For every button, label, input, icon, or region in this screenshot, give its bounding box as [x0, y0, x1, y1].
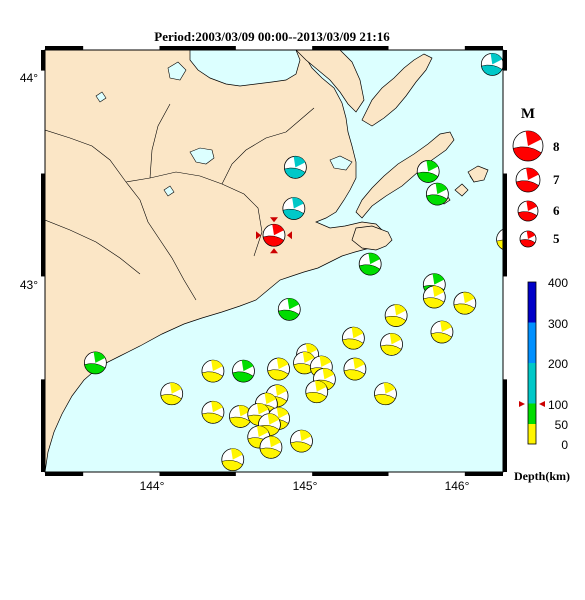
- event-beachball: [232, 359, 255, 383]
- depth-legend: 400 300 200 100 50 0 Depth(km): [514, 276, 570, 483]
- frame-bar-segment: [312, 46, 389, 50]
- magnitude-legend-label: 6: [553, 203, 560, 218]
- event-beachball: [267, 357, 290, 381]
- event-beachball: [305, 380, 329, 404]
- event-beachball: [201, 400, 225, 424]
- magnitude-legend-label: 7: [553, 172, 560, 187]
- depth-tick-label: 0: [561, 438, 568, 452]
- frame-bar-segment: [45, 46, 84, 50]
- land-kunashiri: [355, 131, 455, 219]
- frame-bar-segment: [464, 472, 503, 476]
- frame-bar-segment: [312, 472, 389, 476]
- land-etorofu: [361, 53, 433, 127]
- depth-marker-left-icon: [519, 401, 525, 407]
- event-beachball: [229, 405, 252, 428]
- event-beachball: [358, 252, 382, 276]
- lake-kussharo: [189, 147, 215, 165]
- main-event-marker-bottom-icon: [270, 248, 278, 254]
- prefecture-boundary: [45, 103, 315, 301]
- lat-axis: 44° 43°: [20, 71, 38, 292]
- event-beachball: [290, 429, 313, 453]
- frame-bar-segment: [503, 379, 507, 472]
- event-beachball: [283, 155, 307, 179]
- land-nemuro-peninsula: [351, 225, 393, 251]
- event-layer: [83, 53, 503, 472]
- lon-tick-label: 145°: [293, 479, 318, 493]
- event-beachball: [201, 359, 225, 383]
- magnitude-legend-label: 5: [553, 231, 560, 246]
- depth-colorbar: [527, 281, 537, 445]
- event-beachball: [341, 326, 365, 350]
- magnitude-legend-ball: [519, 230, 537, 248]
- magnitude-legend-ball: [512, 130, 544, 162]
- magnitude-legend-balls: [512, 130, 544, 248]
- lon-axis: 144° 145° 146°: [140, 479, 470, 493]
- lat-tick-label: 43°: [20, 278, 38, 292]
- event-beachball: [453, 291, 477, 315]
- lon-tick-label: 146°: [445, 479, 470, 493]
- main-event-marker-right-icon: [287, 231, 292, 240]
- lon-tick-label: 144°: [140, 479, 165, 493]
- map-area: [45, 50, 503, 472]
- event-beachball: [422, 285, 446, 309]
- land-shiretoko: [295, 50, 365, 113]
- event-beachball: [425, 182, 449, 206]
- lake-akan: [167, 61, 187, 81]
- event-beachball: [380, 332, 403, 356]
- event-beachball: [374, 382, 397, 406]
- event-beachball: [480, 53, 503, 76]
- frame-bar-segment: [159, 472, 236, 476]
- magnitude-legend-title: M: [521, 106, 535, 122]
- event-beachball: [384, 304, 408, 327]
- lake-furen: [329, 155, 353, 171]
- frame-bar-segment: [41, 173, 45, 277]
- main-event-beachball: [262, 223, 286, 247]
- lat-tick-label: 44°: [20, 71, 38, 85]
- depth-tick-label: 300: [548, 317, 568, 331]
- magnitude-legend: M 8 7 6 5: [512, 106, 560, 248]
- frame-scale-bars: [41, 46, 507, 476]
- event-beachball: [221, 448, 245, 472]
- frame-bar-segment: [464, 46, 503, 50]
- event-beachball: [259, 435, 283, 459]
- lake-small: [95, 91, 175, 197]
- depth-tick-label: 200: [548, 357, 568, 371]
- sea-okhotsk-coast: [189, 50, 301, 87]
- event-beachball: [343, 357, 367, 381]
- depth-tick-label: 100: [548, 398, 568, 412]
- magnitude-legend-ball: [517, 200, 539, 222]
- depth-tick-label: 400: [548, 276, 568, 290]
- main-event-marker-left-icon: [256, 231, 261, 240]
- event-beachball: [83, 351, 107, 375]
- frame-bar-segment: [503, 50, 507, 71]
- frame-bar-segment: [503, 173, 507, 277]
- depth-unit-label: Depth(km): [514, 469, 570, 483]
- event-beachball: [282, 197, 306, 220]
- frame-bar-segment: [41, 379, 45, 472]
- frame-bar-segment: [41, 50, 45, 71]
- depth-marker: [519, 401, 545, 407]
- event-beachball: [160, 382, 184, 406]
- frame-bar-segment: [159, 46, 236, 50]
- land-hokkaido: [45, 50, 385, 472]
- land-shikotan: [467, 165, 489, 183]
- depth-marker-right-icon: [539, 401, 545, 407]
- magnitude-legend-ball: [515, 167, 541, 193]
- event-beachball: [416, 160, 440, 183]
- main-event-layer: [256, 217, 292, 254]
- depth-tick-label: 50: [555, 418, 569, 432]
- event-beachball: [430, 320, 454, 344]
- main-event-marker-top-icon: [270, 217, 278, 223]
- event-beachball: [496, 228, 503, 250]
- event-beachball: [277, 297, 301, 321]
- map-title: Period:2003/03/09 00:00--2013/03/09 21:1…: [154, 29, 390, 44]
- magnitude-legend-label: 8: [553, 139, 560, 154]
- frame-bar-segment: [45, 472, 84, 476]
